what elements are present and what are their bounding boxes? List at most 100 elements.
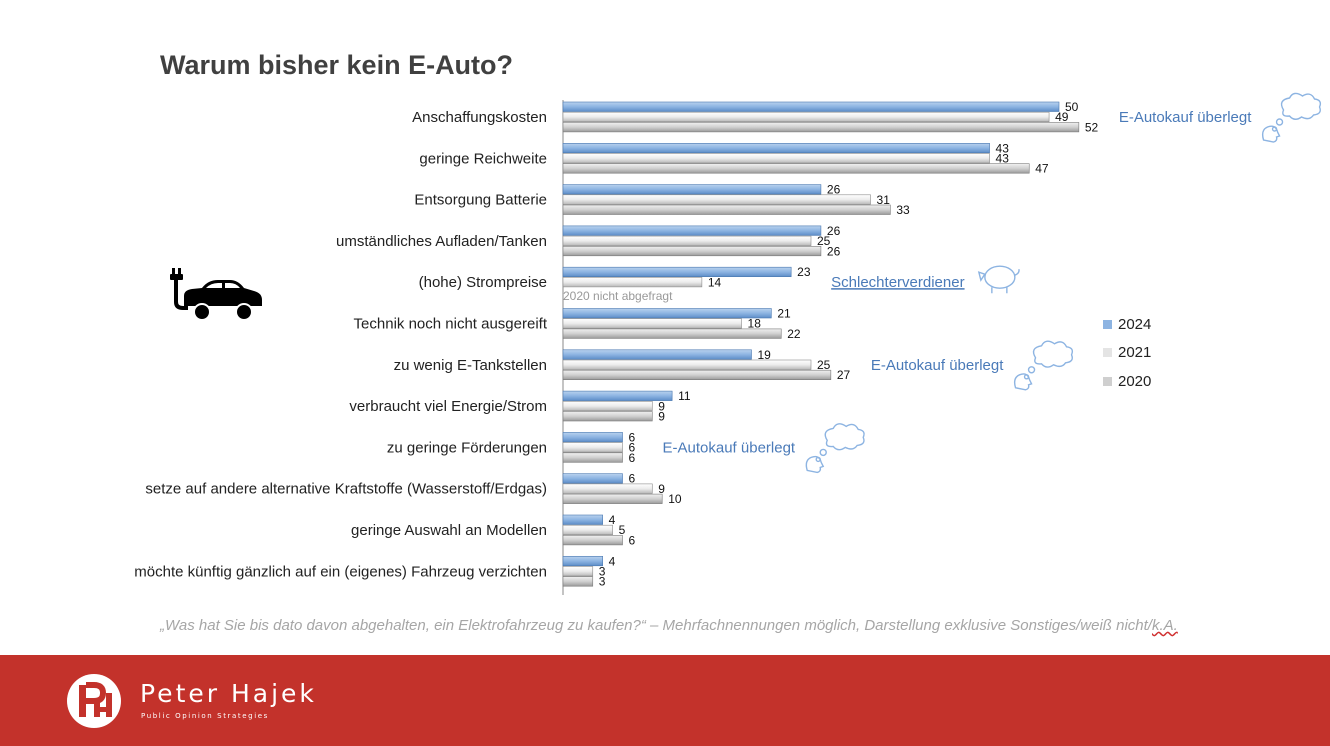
brand-name: Peter Hajek (140, 679, 317, 708)
legend-swatch-2021 (1103, 348, 1112, 358)
legend-label-2024: 2024 (1118, 315, 1152, 333)
category-label: möchte künftig gänzlich auf ein (eigenes… (134, 563, 547, 580)
data-label-2021: 9 (658, 482, 665, 496)
footnote-tail: k.A. (1151, 617, 1178, 634)
not-asked-note: 2020 nicht abgefragt (563, 289, 673, 303)
bar-2020 (562, 576, 594, 587)
bar-2020 (562, 328, 782, 339)
data-label-2020: 22 (787, 327, 801, 341)
legend: 2024 2021 2020 (1103, 310, 1151, 396)
bar-2021 (562, 524, 613, 536)
bar-2021 (562, 111, 1050, 122)
category-label: Entsorgung Batterie (414, 192, 547, 209)
annotation-text: E-Autokauf überlegt (871, 357, 1004, 374)
category-label: geringe Auswahl an Modellen (351, 522, 547, 539)
data-label-2024: 4 (609, 513, 616, 527)
data-label-2020: 52 (1085, 120, 1099, 134)
bar-2021 (562, 277, 703, 288)
data-label-2024: 26 (827, 224, 841, 238)
data-label-2024: 50 (1065, 100, 1079, 114)
bar-2020 (562, 122, 1080, 133)
data-label-2021: 25 (817, 358, 831, 372)
data-label-2024: 6 (629, 472, 636, 486)
bar-2020 (562, 411, 653, 422)
bar-2021 (562, 566, 594, 577)
data-label-2021: 18 (748, 317, 762, 331)
bar-2024 (562, 101, 1060, 112)
footer-bar: Peter Hajek Public Opinion Strategies (0, 655, 1330, 746)
data-label-2021: 31 (877, 193, 891, 207)
bar-2024 (562, 390, 673, 401)
data-label-2021: 25 (817, 234, 831, 248)
bar-2021 (562, 442, 623, 453)
footnote-main: „Was hat Sie bis dato davon abgehalten, … (160, 617, 1152, 634)
data-label-2024: 21 (777, 307, 791, 321)
thought-bubble-icon (805, 423, 865, 474)
legend-item-2020: 2020 (1103, 367, 1151, 396)
category-label: umständliches Aufladen/Tanken (336, 233, 547, 250)
bar-2024 (562, 143, 990, 154)
data-label-2020: 3 (599, 575, 606, 589)
data-label-2024: 23 (797, 265, 811, 279)
data-label-2020: 6 (629, 533, 636, 547)
legend-swatch-2020 (1103, 376, 1112, 386)
bar-2024 (562, 473, 623, 484)
data-label-2021: 3 (599, 565, 606, 579)
data-label-2020: 9 (658, 410, 665, 424)
legend-swatch-2024 (1103, 319, 1112, 329)
category-label: Anschaffungskosten (412, 109, 547, 126)
data-label-2021: 43 (996, 152, 1010, 166)
bar-2020 (562, 204, 891, 215)
data-label-2021: 6 (629, 441, 636, 455)
legend-label-2020: 2020 (1118, 372, 1152, 390)
bar-2024 (562, 432, 623, 443)
bar-2024 (562, 514, 603, 525)
data-label-2020: 33 (896, 203, 910, 217)
piggy-bank-icon (977, 265, 1020, 294)
electric-car-icon (170, 268, 262, 321)
data-label-2020: 6 (629, 451, 636, 465)
category-label: verbraucht viel Energie/Strom (349, 398, 547, 415)
bar-2020 (562, 493, 663, 504)
bar-2024 (562, 308, 772, 319)
data-label-2024: 43 (996, 141, 1010, 155)
data-label-2024: 4 (609, 554, 616, 568)
thought-bubble-icon (1013, 340, 1074, 391)
annotation-text: E-Autokauf überlegt (1119, 109, 1252, 126)
bar-2020 (562, 535, 623, 546)
footnote: „Was hat Sie bis dato davon abgehalten, … (160, 617, 1178, 634)
ph-logo-icon (67, 674, 121, 728)
data-label-2021: 14 (708, 275, 722, 289)
data-label-2024: 26 (827, 183, 841, 197)
bar-2021 (562, 194, 871, 205)
category-label: geringe Reichweite (419, 150, 547, 167)
legend-label-2021: 2021 (1118, 344, 1152, 362)
bar-2020 (562, 163, 1030, 174)
bar-2021 (562, 359, 812, 370)
bar-2020 (562, 369, 832, 381)
category-label: setze auf andere alternative Kraftstoffe… (145, 481, 547, 498)
brand-tagline: Public Opinion Strategies (141, 712, 269, 720)
bar-2021 (562, 483, 653, 494)
category-label: (hohe) Strompreise (419, 274, 547, 291)
bar-2024 (562, 184, 822, 195)
annotation-text: Schlechterverdiener (831, 274, 964, 291)
bar-2024 (562, 225, 822, 236)
bar-2021 (562, 400, 653, 412)
annotation-text: E-Autokauf überlegt (663, 439, 796, 456)
bar-2021 (562, 318, 742, 329)
data-label-2020: 27 (837, 368, 851, 382)
bar-2024 (562, 555, 603, 567)
data-label-2020: 26 (827, 244, 841, 258)
data-label-2020: 10 (668, 492, 682, 506)
legend-item-2024: 2024 (1103, 310, 1151, 339)
data-label-2021: 9 (658, 399, 665, 413)
bar-2024 (562, 266, 792, 278)
bar-2021 (562, 235, 812, 246)
data-label-2024: 19 (757, 348, 771, 362)
data-label-2021: 49 (1055, 110, 1069, 124)
bar-2020 (562, 452, 623, 463)
bar-2020 (562, 246, 822, 257)
data-label-2024: 11 (678, 389, 691, 403)
